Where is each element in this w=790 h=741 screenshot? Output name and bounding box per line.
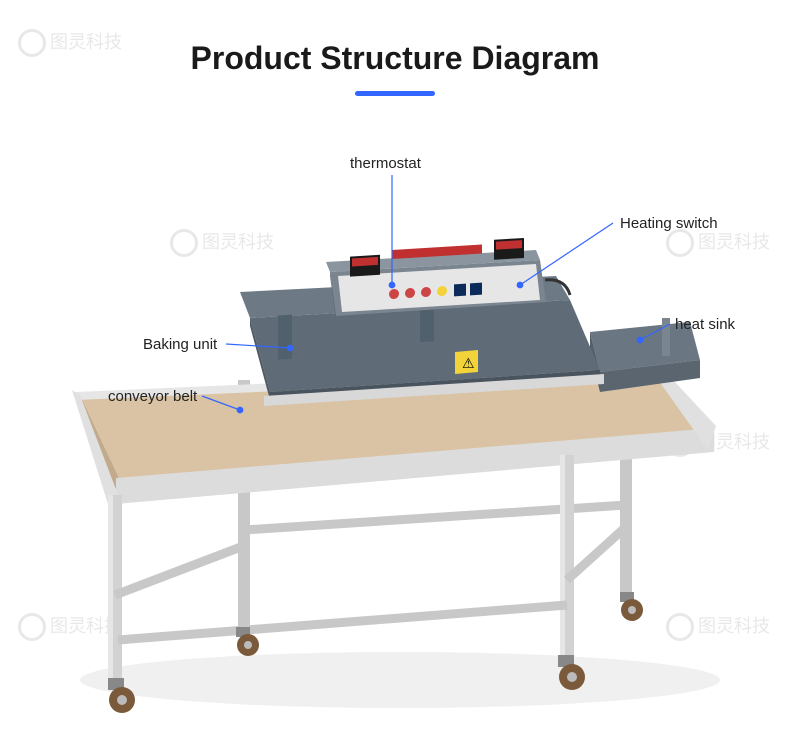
- casters: [108, 592, 643, 713]
- watermark: 图灵科技: [666, 612, 770, 641]
- product-diagram: ⚠: [0, 0, 790, 741]
- table-frame-front: [108, 455, 628, 690]
- watermark: 图灵科技: [170, 228, 274, 257]
- watermark: 图灵科技: [666, 228, 770, 257]
- label-heating-switch: Heating switch: [620, 215, 718, 232]
- title-underline: [355, 91, 435, 96]
- label-thermostat: thermostat: [350, 155, 421, 172]
- watermark: 图灵科技: [18, 612, 122, 641]
- baking-unit: ⚠: [240, 276, 604, 406]
- page-title: Product Structure Diagram: [0, 0, 790, 77]
- table-frame-back: [238, 370, 632, 635]
- label-conveyor-belt: conveyor belt: [108, 388, 197, 405]
- label-heat-sink: heat sink: [675, 316, 735, 333]
- label-baking-unit: Baking unit: [143, 336, 217, 353]
- watermark: 图灵科技: [666, 428, 770, 457]
- svg-text:⚠: ⚠: [462, 355, 475, 371]
- control-box: [326, 238, 570, 320]
- conveyor-belt: [72, 366, 716, 504]
- watermark: 图灵科技: [170, 428, 274, 457]
